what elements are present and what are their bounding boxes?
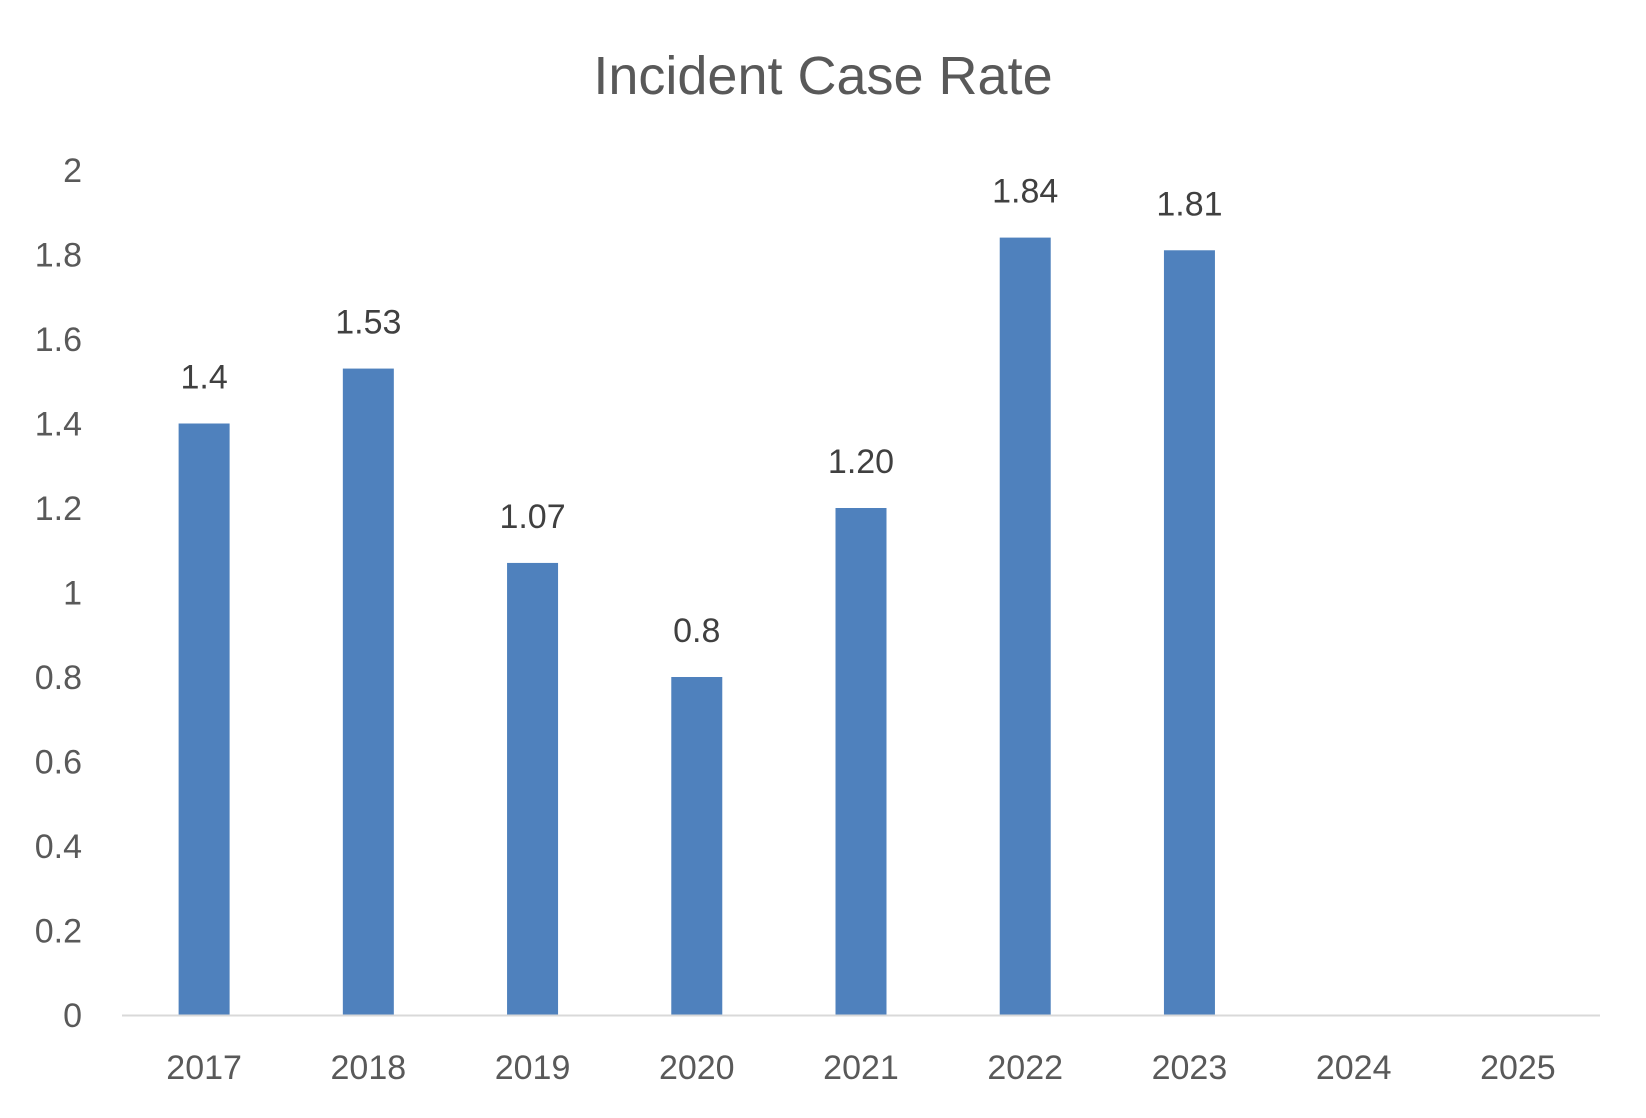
y-tick-label: 1	[63, 575, 82, 613]
bar-2017	[178, 423, 230, 1015]
x-axis-ticks: 2017 2018 2019 2020 2021 2022 2023 2024 2025	[166, 1049, 1555, 1087]
x-tick-label-2024: 2024	[1316, 1049, 1392, 1087]
bar-2019	[507, 562, 559, 1015]
y-tick-label: 1.2	[35, 490, 82, 528]
data-label-2022: 1.84	[992, 173, 1058, 211]
x-tick-label-2018: 2018	[331, 1049, 407, 1087]
bars-group: 1.4 1.53 1.07 0.8 1.20 1.84 1.81	[178, 173, 1223, 1016]
y-tick-label: 0	[63, 997, 82, 1035]
bar-2022	[999, 237, 1051, 1016]
data-label-2017: 1.4	[180, 359, 227, 397]
bar-2021	[835, 508, 887, 1015]
y-tick-label: 0.6	[35, 744, 82, 782]
y-tick-label: 2	[63, 152, 82, 190]
y-tick-label: 0.2	[35, 913, 82, 951]
x-tick-label-2019: 2019	[495, 1049, 571, 1087]
x-tick-label-2017: 2017	[166, 1049, 242, 1087]
x-tick-label-2020: 2020	[659, 1049, 735, 1087]
data-label-2023: 1.81	[1156, 185, 1222, 223]
x-tick-label-2023: 2023	[1152, 1049, 1228, 1087]
x-tick-label-2025: 2025	[1480, 1049, 1556, 1087]
y-tick-label: 1.8	[35, 237, 82, 275]
bar-2023	[1163, 250, 1215, 1015]
x-tick-label-2021: 2021	[823, 1049, 899, 1087]
bar-2018	[342, 368, 394, 1015]
data-label-2021: 1.20	[828, 443, 894, 481]
chart-title: Incident Case Rate	[593, 46, 1052, 106]
x-tick-label-2022: 2022	[987, 1049, 1063, 1087]
y-tick-label: 1.4	[35, 406, 82, 444]
y-tick-label: 0.8	[35, 659, 82, 697]
bar-2020	[671, 677, 723, 1015]
data-label-2018: 1.53	[335, 304, 401, 342]
y-tick-label: 1.6	[35, 321, 82, 359]
y-axis-ticks: 0 0.2 0.4 0.6 0.8 1 1.2 1.4 1.6 1.8 2	[35, 152, 82, 1035]
data-label-2020: 0.8	[673, 612, 720, 650]
data-label-2019: 1.07	[499, 498, 565, 536]
y-tick-label: 0.4	[35, 828, 82, 866]
